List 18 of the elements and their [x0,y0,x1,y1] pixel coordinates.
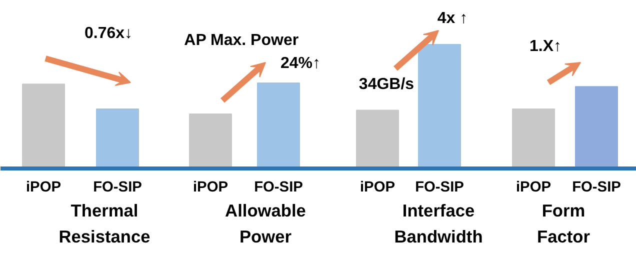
text: 4x ↑ [437,10,468,27]
x-tick-label: FO-SIP [572,180,622,196]
text: Interface Bandwidth [394,200,483,246]
text: Thermal Resistance [58,200,151,246]
text: 0.76x↓ [84,25,133,42]
x-tick-label: iPOP [192,180,228,196]
x-tick-label: FO-SIP [254,180,304,196]
x-tick-label: iPOP [26,180,62,196]
annotation: 24%↑ [280,55,321,72]
text: Form Factor [537,200,590,246]
x-tick-label: FO-SIP [415,180,464,196]
text: Allowable Power [225,200,306,246]
annotation: 1.X↑ [529,38,562,55]
annotation: 34GB/s [358,76,414,93]
x-tick-label: iPOP [516,180,552,196]
x-tick-label: iPOP [360,180,396,196]
annotation: AP Max. Power [184,32,299,49]
x-tick-label: FO-SIP [93,180,142,196]
